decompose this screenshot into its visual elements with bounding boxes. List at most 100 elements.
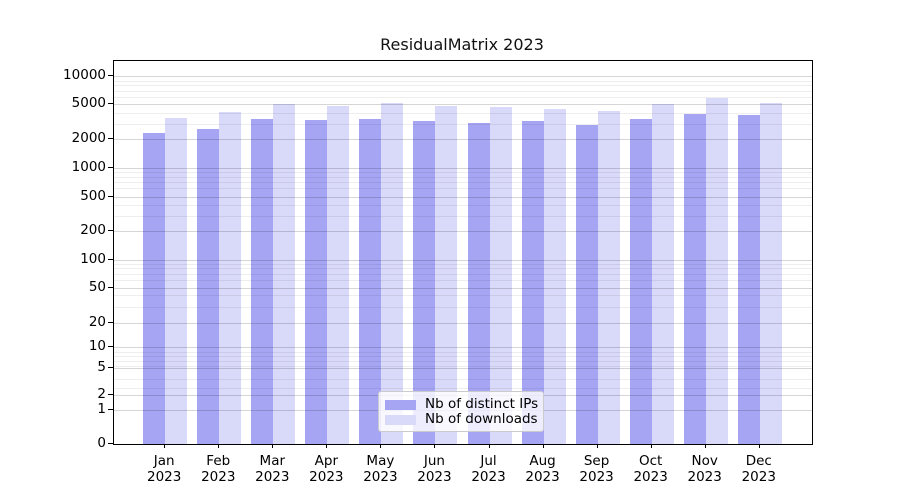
y-tick bbox=[108, 138, 113, 139]
gridline-major bbox=[114, 368, 812, 369]
x-tick bbox=[596, 444, 598, 448]
bar-downloads-sep bbox=[597, 110, 620, 444]
y-tick bbox=[108, 196, 113, 197]
x-tick bbox=[272, 444, 274, 448]
gridline-major bbox=[114, 76, 812, 77]
bar-downloads-aug bbox=[543, 109, 566, 444]
legend-row-distinct-ips: Nb of distinct IPs bbox=[385, 396, 539, 412]
bar-ips-sep bbox=[575, 124, 598, 444]
x-tick-label-may: May 2023 bbox=[363, 453, 398, 485]
y-tick bbox=[108, 409, 113, 410]
bar-ips-jun bbox=[413, 121, 436, 444]
legend-label-distinct-ips: Nb of distinct IPs bbox=[425, 396, 539, 412]
bar-ips-mar bbox=[251, 119, 274, 444]
x-tick bbox=[434, 444, 436, 448]
x-tick-label-aug: Aug 2023 bbox=[525, 453, 560, 485]
gridline-major bbox=[114, 139, 812, 140]
bar-downloads-jun bbox=[435, 105, 458, 444]
x-tick-label-mar: Mar 2023 bbox=[255, 453, 290, 485]
bar-downloads-nov bbox=[705, 98, 728, 444]
legend-row-downloads: Nb of downloads bbox=[385, 411, 538, 427]
bar-downloads-mar bbox=[273, 103, 296, 444]
bar-ips-oct bbox=[629, 119, 652, 444]
gridline-minor bbox=[114, 188, 812, 190]
bar-ips-jul bbox=[467, 122, 490, 444]
gridline-minor bbox=[114, 112, 812, 114]
gridline-major bbox=[114, 347, 812, 348]
y-tick-label: 5 bbox=[97, 359, 106, 375]
y-tick bbox=[108, 394, 113, 395]
gridline-minor bbox=[114, 279, 812, 281]
gridline-minor bbox=[114, 90, 812, 92]
bar-downloads-may bbox=[381, 103, 404, 444]
gridline-minor bbox=[114, 355, 812, 357]
y-tick-label: 500 bbox=[80, 188, 106, 204]
x-tick-label-jan: Jan 2023 bbox=[147, 453, 182, 485]
y-tick-label: 2000 bbox=[71, 130, 106, 146]
y-tick bbox=[108, 230, 113, 231]
gridline-major bbox=[114, 260, 812, 261]
y-tick-label: 100 bbox=[80, 251, 106, 267]
gridline-minor bbox=[114, 172, 812, 174]
gridline-major bbox=[114, 323, 812, 324]
gridline-minor bbox=[114, 96, 812, 98]
bar-downloads-jan bbox=[165, 118, 188, 444]
gridline-minor bbox=[114, 351, 812, 353]
gridline-minor bbox=[114, 85, 812, 87]
y-tick-label: 10000 bbox=[63, 67, 106, 83]
gridline-major bbox=[114, 168, 812, 169]
gridline-minor bbox=[114, 268, 812, 270]
y-tick bbox=[108, 346, 113, 347]
chart-title: ResidualMatrix 2023 bbox=[380, 35, 544, 54]
x-tick-label-apr: Apr 2023 bbox=[309, 453, 344, 485]
x-tick bbox=[488, 444, 490, 448]
y-tick bbox=[108, 287, 113, 288]
y-tick bbox=[108, 259, 113, 260]
gridline-minor bbox=[114, 360, 812, 362]
gridline-minor bbox=[114, 80, 812, 82]
gridline-minor bbox=[114, 204, 812, 206]
x-tick-label-jul: Jul 2023 bbox=[471, 453, 506, 485]
x-tick-label-dec: Dec 2023 bbox=[741, 453, 776, 485]
legend: Nb of distinct IPs Nb of downloads bbox=[378, 391, 544, 432]
x-tick bbox=[704, 444, 706, 448]
y-tick-label: 200 bbox=[80, 222, 106, 238]
gridline-major bbox=[114, 104, 812, 105]
x-tick bbox=[164, 444, 166, 448]
legend-swatch-downloads bbox=[385, 414, 416, 425]
y-tick-label: 20 bbox=[88, 314, 106, 330]
bar-ips-nov bbox=[683, 113, 706, 444]
y-tick bbox=[108, 75, 113, 76]
bar-ips-jan bbox=[143, 133, 166, 444]
bar-ips-aug bbox=[521, 121, 544, 444]
bar-ips-apr bbox=[305, 119, 328, 444]
x-tick bbox=[650, 444, 652, 448]
legend-swatch-distinct-ips bbox=[385, 399, 416, 410]
bar-ips-may bbox=[359, 119, 382, 444]
bar-downloads-dec bbox=[759, 103, 782, 444]
x-tick bbox=[380, 444, 382, 448]
bar-ips-feb bbox=[197, 128, 220, 444]
bar-downloads-jul bbox=[489, 107, 512, 444]
gridline-minor bbox=[114, 388, 812, 390]
y-tick bbox=[108, 322, 113, 323]
x-tick bbox=[542, 444, 544, 448]
y-tick bbox=[108, 367, 113, 368]
x-tick bbox=[326, 444, 328, 448]
y-tick-label: 0 bbox=[97, 435, 106, 451]
y-tick-label: 1 bbox=[97, 401, 106, 417]
y-tick-label: 1000 bbox=[71, 159, 106, 175]
y-tick-label: 10 bbox=[88, 338, 106, 354]
gridline-major bbox=[114, 197, 812, 198]
gridline-major bbox=[114, 231, 812, 232]
x-tick bbox=[218, 444, 220, 448]
bar-downloads-feb bbox=[219, 111, 242, 444]
gridline-minor bbox=[114, 379, 812, 381]
y-tick-label: 2 bbox=[97, 386, 106, 402]
legend-label-downloads: Nb of downloads bbox=[425, 411, 538, 427]
gridline-minor bbox=[114, 263, 812, 265]
x-tick-label-nov: Nov 2023 bbox=[687, 453, 722, 485]
gridline-minor bbox=[114, 365, 812, 367]
bar-ips-dec bbox=[737, 114, 760, 444]
